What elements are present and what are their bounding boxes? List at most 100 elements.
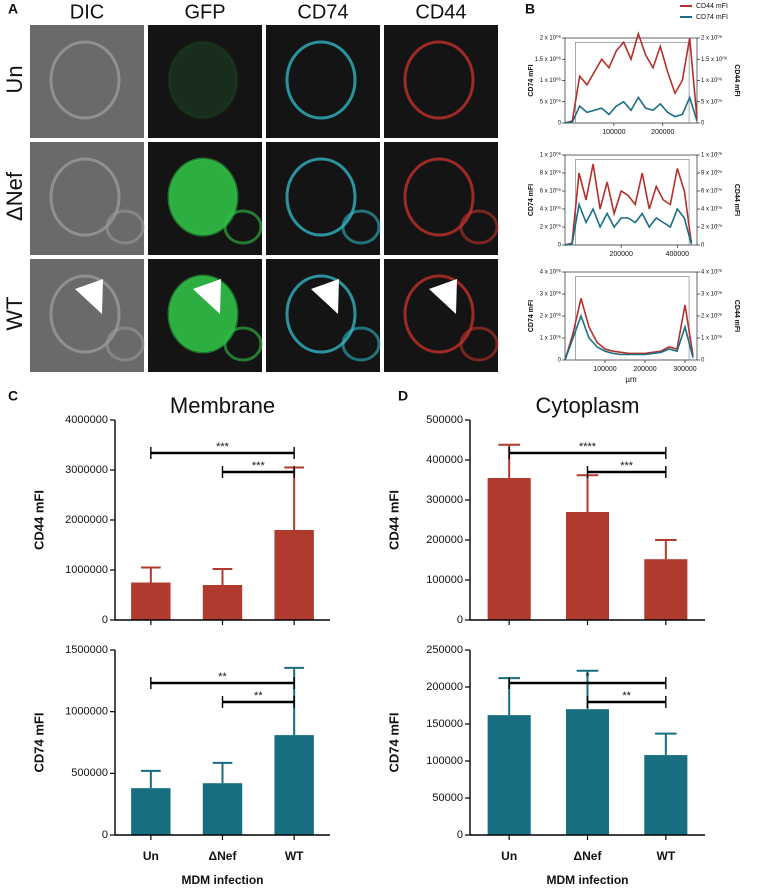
- bar: [131, 582, 171, 620]
- micrograph: [148, 25, 262, 138]
- x-axis-label: µm: [625, 375, 637, 384]
- y2-tick-label: 1 x 10⁰⁶: [701, 77, 723, 84]
- x-tick-label: Un: [501, 849, 517, 863]
- bar: [131, 788, 171, 835]
- y2-tick-label: 0: [701, 243, 705, 249]
- y-axis-label: CD74 mFI: [528, 184, 535, 216]
- cell: [105, 209, 145, 245]
- chart-title: Cytoplasm: [536, 393, 640, 418]
- y-tick-label: 0: [457, 614, 463, 626]
- x-axis-label: MDM infection: [547, 873, 629, 887]
- column-header: DIC: [70, 1, 104, 23]
- y2-tick-label: 2 x 10⁰⁵: [701, 224, 723, 231]
- y2-tick-label: 8 x 10⁰⁵: [701, 170, 723, 177]
- x-tick-label: Un: [143, 849, 159, 863]
- y-tick-label: 200000: [426, 681, 463, 693]
- legend-label: CD74 mFI: [696, 14, 728, 21]
- x-tick-label: 200000: [633, 366, 656, 373]
- y-axis-label: CD74 mFI: [528, 64, 535, 96]
- y-tick-label: 0: [102, 829, 108, 841]
- y-tick-label: 0: [558, 358, 562, 364]
- y-tick-label: 0: [558, 243, 562, 249]
- significance-label: ***: [252, 460, 266, 472]
- arrowhead: [429, 279, 457, 314]
- y2-tick-label: 2 x 10⁰⁶: [701, 313, 723, 320]
- significance-label: **: [218, 671, 227, 683]
- y-axis-label: CD74 mFI: [31, 713, 46, 773]
- legend-label: CD44 mFI: [696, 3, 728, 10]
- cell: [285, 40, 357, 120]
- bar: [644, 559, 688, 620]
- y-tick-label: 1.5 x 10⁰⁶: [535, 56, 562, 63]
- y2-axis-label: CD44 mFI: [733, 64, 740, 96]
- y-tick-label: 500000: [71, 767, 108, 779]
- cell: [167, 40, 239, 120]
- significance-label: ***: [216, 441, 230, 453]
- y-tick-label: 2 x 10⁰⁵: [540, 224, 562, 231]
- series-line: [564, 298, 694, 361]
- cell: [167, 157, 239, 237]
- bar: [202, 585, 243, 620]
- x-tick-label: 100000: [602, 129, 625, 136]
- y-tick-label: 1 x 10⁰⁶: [540, 77, 562, 84]
- y-tick-label: 400000: [426, 454, 463, 466]
- bar: [644, 755, 688, 835]
- y-tick-label: 150000: [426, 718, 463, 730]
- arrowhead: [193, 279, 221, 314]
- y2-tick-label: 2 x 10⁰⁶: [701, 35, 723, 42]
- x-tick-label: 200000: [651, 129, 674, 136]
- x-tick-label: ΔNef: [209, 849, 238, 863]
- y2-tick-label: 4 x 10⁰⁶: [701, 269, 723, 276]
- y2-tick-label: 1 x 10⁰⁶: [701, 152, 723, 159]
- y2-tick-label: 0: [701, 121, 705, 127]
- y-tick-label: 50000: [432, 792, 463, 804]
- y-tick-label: 1000000: [65, 564, 108, 576]
- row-header: ΔNef: [2, 171, 27, 221]
- y-tick-label: 8 x 10⁰⁵: [540, 170, 562, 177]
- series-line: [564, 313, 694, 361]
- panel-label: C: [8, 388, 18, 404]
- series-line: [564, 31, 698, 124]
- y-tick-label: 1500000: [65, 644, 108, 656]
- cell: [105, 326, 145, 362]
- series-line: [564, 95, 698, 124]
- cell: [49, 157, 121, 237]
- x-tick-label: WT: [657, 849, 676, 863]
- column-header: CD74: [297, 1, 348, 23]
- significance-label: *: [585, 671, 590, 683]
- y-tick-label: 300000: [426, 494, 463, 506]
- cell: [341, 326, 381, 362]
- y-tick-label: 100000: [426, 755, 463, 767]
- series-line: [564, 163, 693, 246]
- panel-label: A: [8, 1, 18, 17]
- significance-label: **: [254, 690, 263, 702]
- cell: [341, 209, 381, 245]
- region-box: [575, 42, 690, 124]
- y2-tick-label: 0: [701, 358, 705, 364]
- region-box: [575, 276, 690, 361]
- row-header: WT: [2, 296, 27, 330]
- panel-label: D: [398, 388, 408, 404]
- cell: [223, 209, 263, 245]
- column-header: GFP: [184, 1, 225, 23]
- bar: [202, 783, 243, 835]
- cell: [403, 40, 475, 120]
- y-axis-label: CD44 mFI: [386, 490, 401, 550]
- x-axis-label: MDM infection: [182, 873, 264, 887]
- arrowhead: [311, 279, 339, 314]
- panel-label: B: [525, 1, 535, 17]
- bar: [487, 715, 531, 835]
- cell: [403, 157, 475, 237]
- y-tick-label: 0: [457, 829, 463, 841]
- bar: [565, 709, 610, 835]
- y2-tick-label: 6 x 10⁰⁵: [701, 188, 723, 195]
- y-tick-label: 2 x 10⁰⁶: [540, 313, 562, 320]
- y-tick-label: 1 x 10⁰⁶: [540, 152, 562, 159]
- y-tick-label: 100000: [426, 574, 463, 586]
- significance-label: ***: [620, 460, 634, 472]
- cell: [403, 274, 475, 354]
- bar: [274, 530, 314, 620]
- y-tick-label: 4000000: [65, 414, 108, 426]
- y-tick-label: 2 x 10⁰⁶: [540, 35, 562, 42]
- y-axis-label: CD74 mFI: [528, 300, 535, 332]
